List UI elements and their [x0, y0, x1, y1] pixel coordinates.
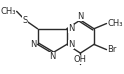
- Text: CH₃: CH₃: [0, 7, 16, 16]
- Text: CH₃: CH₃: [108, 19, 123, 28]
- Text: N: N: [68, 24, 74, 33]
- Text: N: N: [77, 12, 84, 21]
- Text: N: N: [68, 40, 74, 49]
- Text: N: N: [49, 52, 55, 61]
- Text: N: N: [30, 40, 36, 49]
- Text: Br: Br: [108, 45, 117, 54]
- Text: OH: OH: [74, 55, 87, 64]
- Text: S: S: [22, 16, 28, 24]
